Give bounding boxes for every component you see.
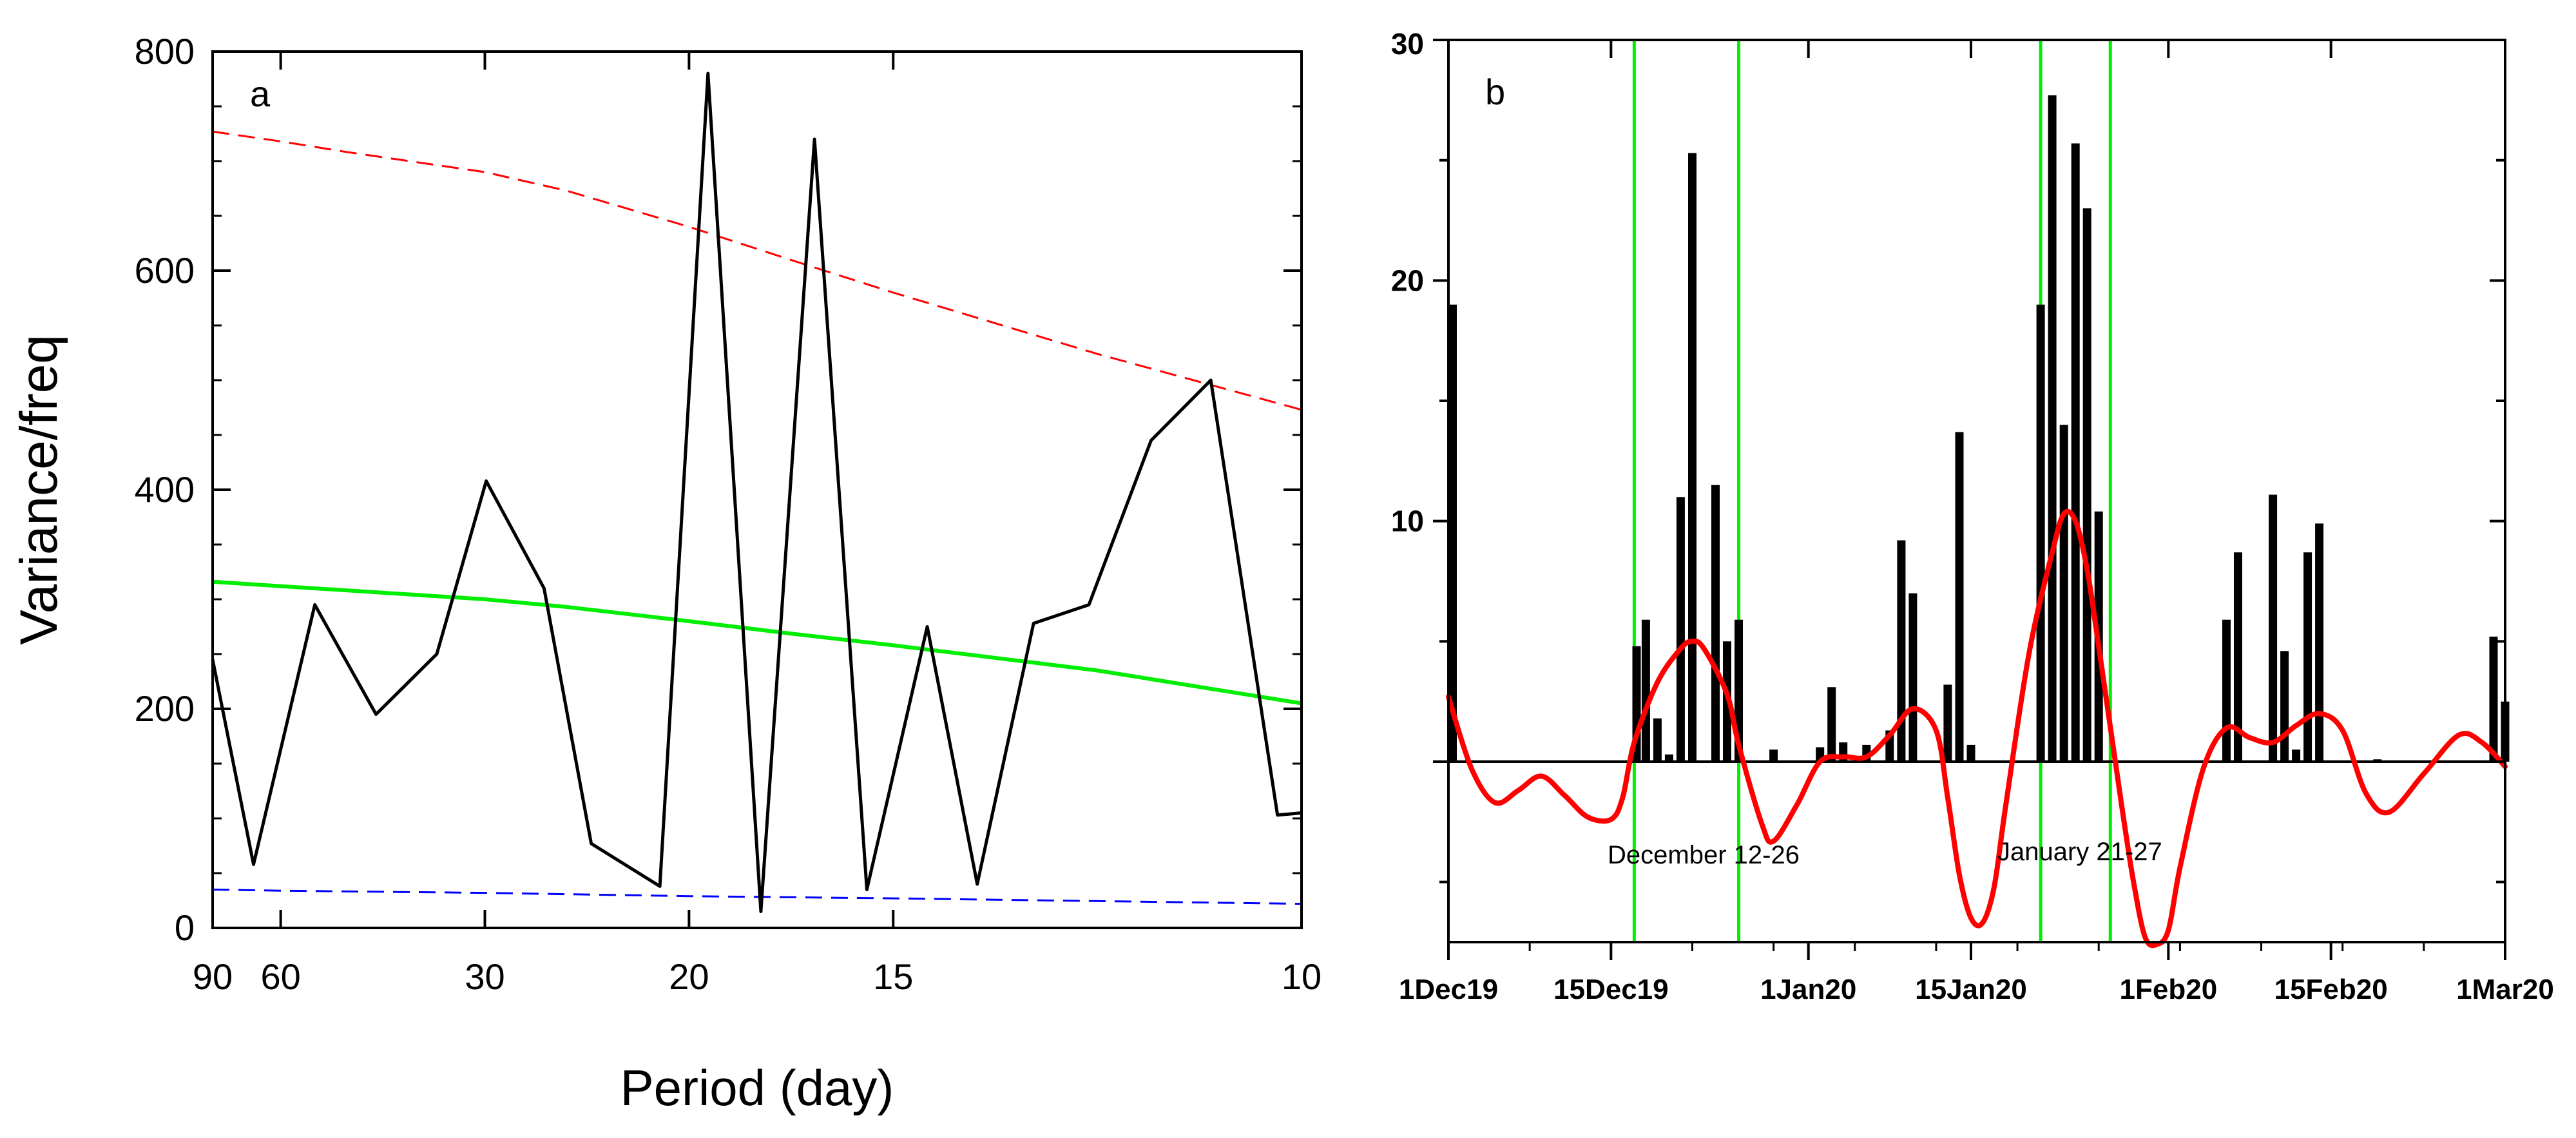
b-y-tick-label: 10 bbox=[1391, 505, 1424, 538]
b-bar bbox=[1827, 687, 1836, 762]
b-bar bbox=[2303, 552, 2312, 762]
b-bar bbox=[1711, 485, 1720, 762]
panel-b-y-tick-labels: 10 20 30 bbox=[1391, 27, 1424, 538]
a-y-tick-label: 400 bbox=[135, 469, 195, 510]
b-bar bbox=[1653, 718, 1662, 762]
b-bar bbox=[2269, 494, 2278, 762]
b-bar bbox=[2059, 425, 2068, 762]
panel-b-bars bbox=[1448, 95, 2510, 762]
b-bar bbox=[2082, 208, 2091, 762]
b-bar bbox=[1641, 619, 1650, 762]
b-bar bbox=[1897, 540, 1906, 762]
b-x-tick-label: 15Dec19 bbox=[1553, 974, 1669, 1005]
panel-a-frame bbox=[211, 50, 1303, 929]
b-bar bbox=[1688, 153, 1697, 762]
b-bar bbox=[1769, 749, 1778, 762]
b-bar bbox=[2036, 304, 2045, 762]
a-x-tick-label: 15 bbox=[873, 956, 913, 997]
panel-a-y-axis-title: Variance/freq bbox=[10, 334, 68, 645]
a-x-tick-label: 30 bbox=[465, 956, 505, 997]
b-x-tick-label: 1Feb20 bbox=[2120, 974, 2218, 1005]
panel-b-x-tick-labels: 1Dec19 15Dec19 1Jan20 15Jan20 1Feb20 15Feb20 1… bbox=[1399, 974, 2554, 1005]
panel-a: a 90 60 30 20 15 10 0 200 400 600 800 Period (day… bbox=[10, 31, 1322, 1116]
b-bar bbox=[1676, 497, 1685, 762]
b-bar bbox=[1955, 432, 1964, 762]
b-x-tick-label: 1Mar20 bbox=[2456, 974, 2554, 1005]
a-x-tick-label: 60 bbox=[260, 956, 300, 997]
a-x-tick-label: 20 bbox=[669, 956, 709, 997]
annotation-december: December 12-26 bbox=[1608, 841, 1800, 869]
b-bar bbox=[1448, 304, 1457, 762]
a-series-red-noise-spectrum bbox=[212, 579, 1302, 706]
a-x-tick-label: 90 bbox=[193, 956, 233, 997]
panel-a-x-axis-title: Period (day) bbox=[620, 1059, 894, 1116]
a-series-spectrum bbox=[211, 72, 1302, 913]
b-bar bbox=[2222, 619, 2231, 762]
a-x-tick-label: 10 bbox=[1282, 956, 1322, 997]
panel-b-ticks bbox=[1433, 39, 2506, 960]
b-bar bbox=[2048, 95, 2057, 762]
b-bar bbox=[2292, 749, 2301, 762]
b-y-tick-label: 20 bbox=[1391, 264, 1424, 297]
b-bar bbox=[2071, 143, 2080, 762]
b-filtered-curve bbox=[1446, 508, 2508, 949]
b-bar bbox=[2280, 651, 2289, 762]
a-y-tick-label: 200 bbox=[135, 688, 195, 729]
b-y-tick-label: 30 bbox=[1391, 27, 1424, 61]
b-bar bbox=[1943, 684, 1952, 762]
panel-a-series bbox=[211, 72, 1302, 913]
b-x-tick-label: 1Jan20 bbox=[1760, 974, 1856, 1005]
b-bar bbox=[2234, 552, 2242, 762]
b-x-tick-label: 1Dec19 bbox=[1399, 974, 1498, 1005]
b-x-tick-label: 15Jan20 bbox=[1915, 974, 2027, 1005]
annotation-january: January 21-27 bbox=[1997, 838, 2162, 866]
a-series-99-significance bbox=[212, 130, 1302, 411]
a-y-tick-label: 600 bbox=[135, 250, 195, 291]
b-bar bbox=[2489, 636, 2498, 762]
a-series-lower-confidence bbox=[212, 889, 1302, 905]
b-bar bbox=[2315, 523, 2324, 762]
panel-b: b December 12-26 January 21-27 1Dec19 15D… bbox=[1391, 27, 2554, 1005]
panel-b-frame bbox=[1447, 39, 2506, 943]
a-y-tick-label: 0 bbox=[175, 907, 195, 948]
panel-b-label: b bbox=[1485, 72, 1505, 112]
panel-b-curve bbox=[1446, 508, 2508, 949]
b-bar bbox=[1966, 744, 1975, 762]
panel-a-y-tick-labels: 0 200 400 600 800 bbox=[135, 31, 195, 948]
panel-a-label: a bbox=[250, 73, 271, 114]
b-bar bbox=[1908, 593, 1918, 762]
a-y-tick-label: 800 bbox=[135, 31, 195, 72]
panel-a-x-tick-labels: 90 60 30 20 15 10 bbox=[193, 956, 1322, 997]
b-x-tick-label: 15Feb20 bbox=[2274, 974, 2388, 1005]
b-bar bbox=[1664, 754, 1673, 762]
